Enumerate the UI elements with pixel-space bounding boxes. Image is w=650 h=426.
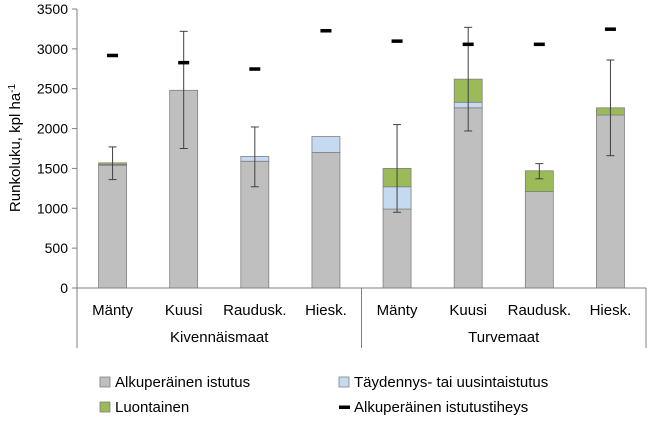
- category-label: Raudusk.: [223, 302, 286, 319]
- category-label: Kuusi: [165, 302, 203, 319]
- y-tick-label: 3500: [37, 1, 68, 17]
- y-tick-label: 1000: [37, 200, 68, 216]
- legend-label: Luontainen: [115, 399, 189, 416]
- bar-segment-1: [98, 164, 127, 289]
- y-axis: 0 500 1000 1500 2000 2500 3000 3500: [37, 1, 78, 296]
- legend-label: Alkuperäinen istutus: [115, 374, 250, 391]
- error-bars: [108, 26, 615, 213]
- legend-swatch: [338, 376, 350, 388]
- category-label: Mänty: [377, 302, 418, 319]
- density-markers: [107, 27, 616, 71]
- bar-segment-1: [311, 152, 341, 289]
- bar-segment-2: [311, 136, 341, 153]
- density-marker: [107, 53, 119, 58]
- y-axis-title: Runkoluku, kpl ha-1: [7, 83, 24, 212]
- group-label: Kivennäismaat: [170, 329, 269, 346]
- legend: Alkuperäinen istutus Täydennys- tai uusin…: [99, 374, 548, 416]
- legend-swatch: [99, 376, 111, 388]
- legend-label: Alkuperäinen istutustiheys: [354, 399, 528, 416]
- bar-segment-1: [382, 208, 412, 289]
- density-marker: [249, 67, 261, 71]
- y-tick-label: 0: [60, 280, 68, 296]
- density-marker: [533, 42, 545, 47]
- bar-segment-1: [453, 107, 483, 289]
- group-label: Turvemaat: [468, 329, 540, 346]
- density-marker: [604, 27, 616, 31]
- y-tick-label: 1500: [37, 160, 68, 176]
- density-marker: [320, 29, 332, 33]
- x-axis: Mänty Kuusi Raudusk. Hiesk. Mänty Kuusi Raudus…: [76, 287, 647, 348]
- y-tick-label: 2000: [37, 121, 68, 137]
- legend-marker: [339, 405, 350, 409]
- density-marker: [178, 60, 190, 65]
- legend-swatch: [99, 401, 111, 413]
- category-label: Mänty: [92, 302, 133, 319]
- bars: [98, 78, 625, 289]
- category-label: Hiesk.: [590, 302, 632, 319]
- category-label: Raudusk.: [508, 302, 571, 319]
- y-tick-label: 3000: [37, 41, 68, 57]
- category-label: Hiesk.: [305, 302, 347, 319]
- bar-segment-1: [524, 191, 554, 289]
- density-marker: [462, 42, 474, 47]
- y-tick-label: 500: [45, 240, 69, 256]
- y-tick-label: 2500: [37, 81, 68, 97]
- category-label: Kuusi: [449, 302, 487, 319]
- density-marker: [391, 39, 403, 43]
- legend-label: Täydennys- tai uusintaistutus: [354, 374, 548, 391]
